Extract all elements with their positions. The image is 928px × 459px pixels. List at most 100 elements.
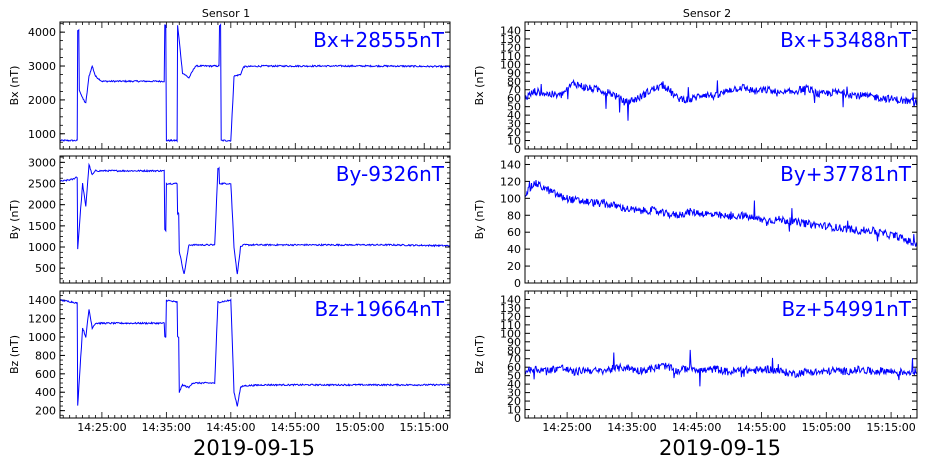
plot-frame — [524, 21, 918, 150]
y-tick-label: 10 — [507, 404, 521, 417]
y-tick-label: 60 — [507, 226, 521, 239]
y-tick-label: 1400 — [28, 294, 56, 307]
y-tick-label: 1200 — [28, 313, 56, 326]
y-axis-label: By (nT) — [8, 200, 21, 240]
y-tick-label: 130 — [500, 33, 521, 46]
y-tick-label: 140 — [500, 158, 521, 171]
y-tick-label: 50 — [507, 370, 521, 383]
plot-frame — [524, 290, 918, 419]
y-axis-label: Bx (nT) — [473, 66, 486, 106]
data-line — [60, 22, 450, 143]
x-tick-label: 14:45:00 — [206, 421, 255, 434]
x-tick-label: 14:25:00 — [542, 421, 591, 434]
y-tick-label: 70 — [507, 353, 521, 366]
plot-frame — [524, 155, 918, 284]
y-tick-label: 30 — [507, 387, 521, 400]
y-tick-label: 140 — [500, 24, 521, 37]
y-tick-label: 30 — [507, 118, 521, 131]
y-tick-label: 100 — [500, 327, 521, 340]
x-tick-label: 14:55:00 — [271, 421, 320, 434]
y-tick-label: 110 — [500, 50, 521, 63]
y-tick-label: 40 — [507, 378, 521, 391]
y-tick-label: 0 — [514, 412, 521, 425]
column-title-sensor-1: Sensor 1 — [202, 7, 250, 20]
y-tick-label: 3000 — [28, 60, 56, 73]
y-tick-label: 60 — [507, 361, 521, 374]
y-tick-label: 600 — [35, 368, 56, 381]
offset-label: By-9326nT — [336, 162, 445, 186]
panel-sensor-2-by: 0 20 40 60 80 100 120 140 By (nT) By+37781nT — [473, 155, 918, 290]
y-tick-label: 800 — [35, 349, 56, 362]
x-tick-label: 14:25:00 — [77, 421, 126, 434]
y-tick-label: 2000 — [28, 199, 56, 212]
y-tick-label: 200 — [35, 405, 56, 418]
y-tick-label: 100 — [500, 192, 521, 205]
y-tick-label: 120 — [500, 41, 521, 54]
data-line — [60, 162, 450, 275]
y-tick-label: 100 — [500, 58, 521, 71]
y-tick-label: 0 — [514, 143, 521, 156]
y-tick-label: 80 — [507, 209, 521, 222]
y-tick-label: 1000 — [28, 331, 56, 344]
y-tick-label: 20 — [507, 126, 521, 139]
x-tick-label: 15:05:00 — [335, 421, 384, 434]
y-tick-label: 80 — [507, 75, 521, 88]
y-tick-label: 80 — [507, 344, 521, 357]
y-tick-label: 120 — [500, 310, 521, 323]
y-tick-label: 90 — [507, 67, 521, 80]
panel-sensor-1-bz: 200 400 600 800 1000 1200 1400 14:25:00 14:35:00… — [8, 290, 451, 434]
offset-label: Bx+28555nT — [313, 28, 445, 52]
x-tick-label: 14:35:00 — [607, 421, 656, 434]
y-axis-label: Bz (nT) — [8, 335, 21, 374]
y-tick-label: 1000 — [28, 128, 56, 141]
y-tick-label: 20 — [507, 260, 521, 273]
y-tick-label: 40 — [507, 243, 521, 256]
y-axis-label: By (nT) — [473, 200, 486, 240]
y-tick-label: 400 — [35, 386, 56, 399]
date-label-sensor-1: 2019-09-15 — [193, 436, 315, 459]
y-tick-label: 20 — [507, 395, 521, 408]
y-tick-label: 4000 — [28, 26, 56, 39]
offset-label: Bz+54991nT — [782, 297, 912, 321]
data-line — [60, 298, 450, 407]
y-tick-label: 0 — [514, 277, 521, 290]
panel-sensor-1-bx: 1000 2000 3000 4000 Bx (nT) Bx+28555nT — [8, 21, 451, 150]
offset-label: By+37781nT — [780, 162, 912, 186]
x-tick-label: 14:35:00 — [142, 421, 191, 434]
plot-frame — [59, 155, 451, 284]
y-tick-label: 1000 — [28, 241, 56, 254]
y-tick-label: 2500 — [28, 178, 56, 191]
y-tick-label: 10 — [507, 135, 521, 148]
offset-label: Bx+53488nT — [780, 28, 912, 52]
x-tick-label: 15:05:00 — [802, 421, 851, 434]
y-tick-label: 140 — [500, 293, 521, 306]
column-title-sensor-2: Sensor 2 — [683, 7, 731, 20]
y-axis-label: Bz (nT) — [473, 335, 486, 374]
y-tick-label: 40 — [507, 109, 521, 122]
data-line — [525, 180, 917, 247]
x-tick-label: 15:15:00 — [400, 421, 449, 434]
y-tick-label: 500 — [35, 262, 56, 275]
y-axis-label: Bx (nT) — [8, 66, 21, 106]
y-tick-label: 3000 — [28, 156, 56, 169]
y-tick-label: 2000 — [28, 94, 56, 107]
y-tick-label: 1500 — [28, 220, 56, 233]
panel-sensor-1-by: 500 1000 1500 2000 2500 3000 By (nT) By-9326nT — [8, 155, 451, 284]
x-tick-label: 15:15:00 — [866, 421, 915, 434]
offset-label: Bz+19664nT — [315, 297, 445, 321]
plot-frame — [59, 21, 451, 150]
data-line — [525, 349, 917, 387]
date-label-sensor-2: 2019-09-15 — [659, 436, 781, 459]
y-tick-label: 110 — [500, 319, 521, 332]
x-tick-label: 14:45:00 — [672, 421, 721, 434]
y-tick-label: 120 — [500, 175, 521, 188]
y-tick-label: 130 — [500, 302, 521, 315]
y-tick-label: 50 — [507, 101, 521, 114]
y-tick-label: 90 — [507, 336, 521, 349]
data-line — [525, 78, 917, 121]
y-tick-label: 60 — [507, 92, 521, 105]
plot-frame — [59, 290, 451, 419]
